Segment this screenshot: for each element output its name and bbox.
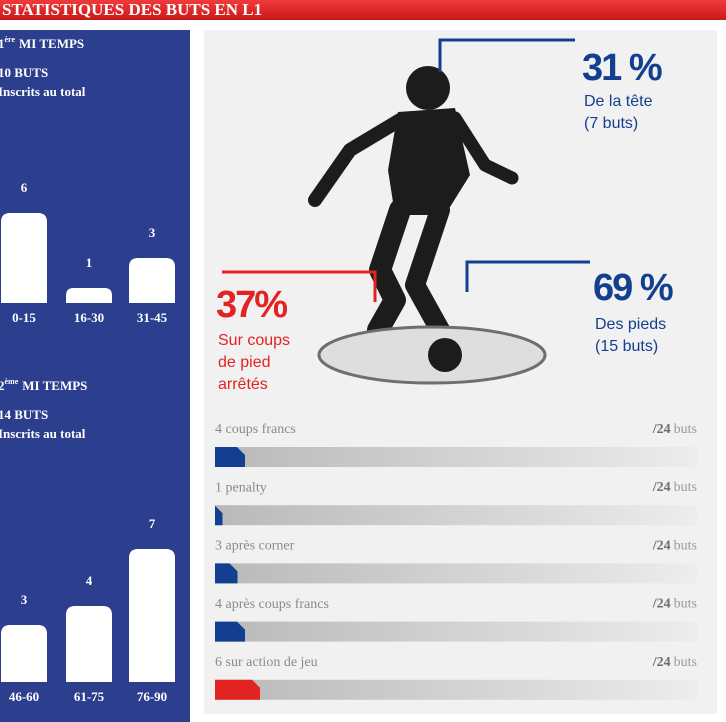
bar-track xyxy=(215,622,697,642)
bar xyxy=(66,606,112,682)
value-label: 3 xyxy=(21,592,28,607)
annotation-line: (15 buts) xyxy=(595,338,658,355)
annotation-line: (7 buts) xyxy=(584,115,638,132)
total-number: /24 xyxy=(652,655,671,670)
title-rest: MI TEMPS xyxy=(22,378,87,393)
row-label: 3 après corner xyxy=(215,539,295,554)
annotation-line: de pied xyxy=(218,354,271,371)
panel-total: 14 BUTS xyxy=(0,407,48,422)
total-unit: buts xyxy=(674,655,697,670)
annotation-value: 69 % xyxy=(593,267,673,309)
panel-total: 10 BUTS xyxy=(0,65,48,80)
total-number: /24 xyxy=(652,422,671,437)
annotation-line: Sur coups xyxy=(218,332,290,349)
value-label: 4 xyxy=(86,573,93,588)
total-number: /24 xyxy=(652,539,671,554)
title-rest: MI TEMPS xyxy=(19,36,84,51)
total-unit: buts xyxy=(674,480,697,495)
row-label: 4 coups francs xyxy=(215,422,296,437)
value-label: 7 xyxy=(149,516,156,531)
header-title: STATISTIQUES DES BUTS EN L1 xyxy=(2,0,262,19)
bar xyxy=(215,680,260,700)
total-number: /24 xyxy=(652,597,671,612)
bar-track xyxy=(215,447,697,467)
annotation-value: 31 % xyxy=(582,47,662,89)
total-number: /24 xyxy=(652,480,671,495)
bar-track xyxy=(215,505,697,525)
category-label: 46-60 xyxy=(9,689,39,704)
title-sup: ème xyxy=(5,377,19,386)
category-label: 0-15 xyxy=(12,310,36,325)
title-sup: ère xyxy=(5,35,16,44)
bar xyxy=(1,625,47,682)
bar xyxy=(66,288,112,303)
category-label: 76-90 xyxy=(137,689,167,704)
value-label: 6 xyxy=(21,180,28,195)
annotation-line: Des pieds xyxy=(595,316,666,333)
category-label: 31-45 xyxy=(137,310,168,325)
row-label: 1 penalty xyxy=(215,480,267,495)
bar-track xyxy=(215,563,697,583)
row-label: 6 sur action de jeu xyxy=(215,655,318,670)
annotation-line: arrêtés xyxy=(218,376,268,393)
total-unit: buts xyxy=(674,539,697,554)
bar xyxy=(1,213,47,303)
value-label: 1 xyxy=(86,255,93,270)
row-label: 4 après coups francs xyxy=(215,597,329,612)
bar-track xyxy=(215,680,697,700)
total-unit: buts xyxy=(674,422,697,437)
category-label: 16-30 xyxy=(74,310,104,325)
bar xyxy=(129,258,175,303)
category-label: 61-75 xyxy=(74,689,105,704)
infographic: STATISTIQUES DES BUTS EN L1 1èreMI TEMPS… xyxy=(0,0,726,722)
annotation-value: 37% xyxy=(216,284,287,326)
value-label: 3 xyxy=(149,225,156,240)
ball xyxy=(428,338,462,372)
panel-subtitle: Inscrits au total xyxy=(0,426,86,441)
panel-subtitle: Inscrits au total xyxy=(0,84,86,99)
annotation-line: De la tête xyxy=(584,93,653,110)
bar xyxy=(129,549,175,682)
total-unit: buts xyxy=(674,597,697,612)
